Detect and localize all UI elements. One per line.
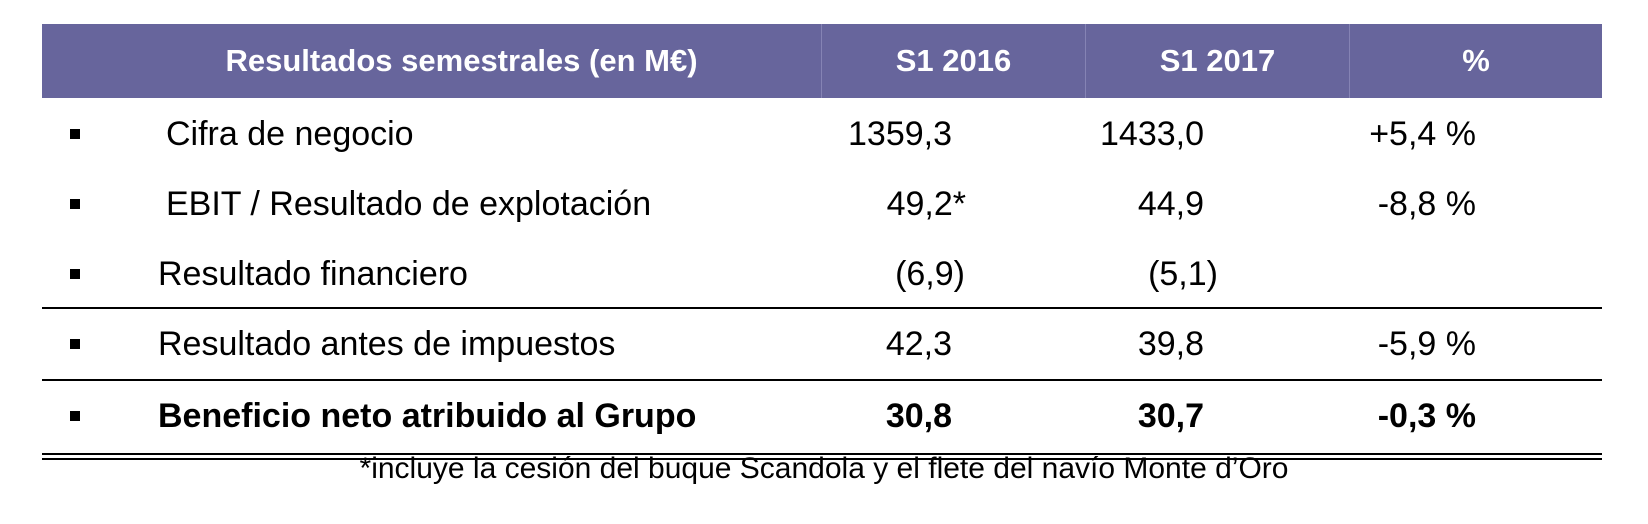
results-table: Resultados semestrales (en M€) S1 2016 S… [42,24,1602,460]
bullet-icon [70,269,80,279]
table-header: Resultados semestrales (en M€) S1 2016 S… [42,24,1602,98]
footnote: *incluye la cesión del buque Scandola y … [359,452,1289,485]
value-percent: -8,8 % [1377,184,1476,223]
value-s1-2016: (6,9) [895,254,965,293]
row-label: Cifra de negocio [166,114,414,153]
bullet-icon [70,339,80,349]
value-percent: +5,4 % [1369,114,1476,153]
value-percent: -5,9 % [1377,324,1476,363]
table-row: Resultado antes de impuestos 42,3 39,8 -… [42,309,1602,379]
value-s1-2017: 39,8 [1137,324,1204,363]
row-label: EBIT / Resultado de explotación [166,184,652,223]
value-s1-2016: 1359,3 [848,114,952,153]
table-row-total: Beneficio neto atribuido al Grupo 30,8 3… [42,381,1602,451]
value-s1-2016: 49,2* [886,184,966,223]
row-label: Beneficio neto atribuido al Grupo [158,396,697,435]
row-label: Resultado antes de impuestos [158,324,616,363]
table-row: Cifra de negocio 1359,3 1433,0 +5,4 % [42,99,1602,169]
value-s1-2016: 30,8 [885,396,952,435]
value-s1-2017: 44,9 [1137,184,1204,223]
value-s1-2017: 30,7 [1137,396,1204,435]
divider [42,379,1602,381]
value-s1-2017: 1433,0 [1100,114,1204,153]
bullet-icon [70,199,80,209]
value-s1-2017: (5,1) [1148,254,1218,293]
value-percent: -0,3 % [1377,396,1476,435]
divider [42,307,1602,309]
header-label: Resultados semestrales (en M€) [42,24,822,98]
double-divider [42,453,1602,460]
header-s1-2016: S1 2016 [822,24,1086,98]
table-row: Resultado financiero (6,9) (5,1) [42,239,1602,309]
header-s1-2017: S1 2017 [1086,24,1350,98]
row-label: Resultado financiero [158,254,468,293]
bullet-icon [70,129,80,139]
bullet-icon [70,411,80,421]
value-s1-2016: 42,3 [885,324,952,363]
header-percent: % [1462,43,1490,78]
table-row: EBIT / Resultado de explotación 49,2* 44… [42,169,1602,239]
